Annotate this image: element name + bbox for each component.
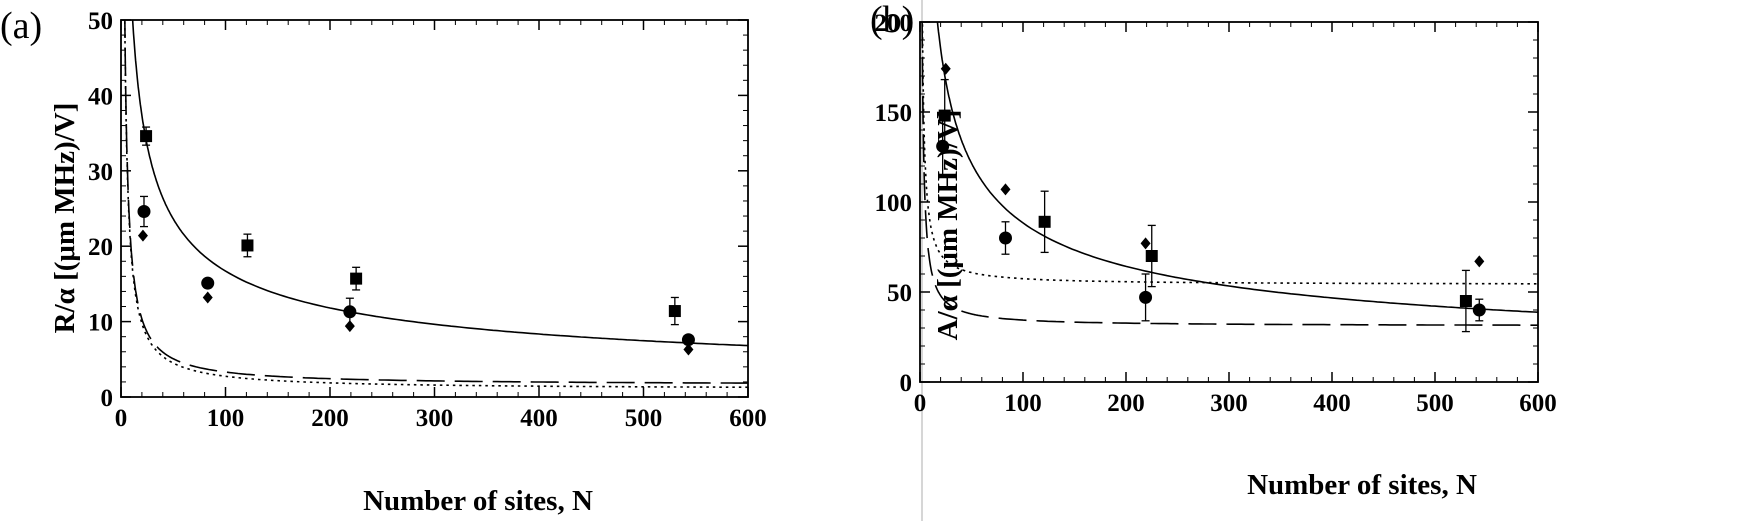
- x-tick-label: 0: [914, 390, 927, 417]
- y-tick-label: 40: [88, 83, 113, 110]
- series-circle-curve: [124, 20, 748, 384]
- x-tick-label: 600: [729, 405, 767, 432]
- y-tick-label: 50: [887, 280, 912, 307]
- data-point-circle: [1472, 303, 1486, 317]
- x-tick-label: 100: [207, 405, 245, 432]
- data-point-square: [1145, 250, 1158, 262]
- data-point-circle: [343, 305, 357, 319]
- y-tick-label: 20: [88, 234, 113, 261]
- y-tick-label: 0: [900, 370, 913, 397]
- series-square-curve: [936, 22, 1538, 313]
- panel-a-y-axis-title: R/α [(μm MHz)/V]: [49, 103, 81, 334]
- data-point-diamond: [1140, 237, 1151, 250]
- data-point-circle: [137, 205, 151, 219]
- y-tick-label: 50: [88, 8, 113, 35]
- data-point-diamond: [137, 229, 148, 242]
- series-diamond-curve: [123, 20, 748, 389]
- x-tick-label: 500: [625, 405, 663, 432]
- panel-a-label: (a): [0, 5, 42, 47]
- data-point-diamond: [1000, 183, 1011, 196]
- data-point-circle: [201, 276, 215, 290]
- data-point-circle: [936, 139, 950, 153]
- y-tick-label: 0: [101, 385, 114, 412]
- panel-b: (b) A/α [(μm MHz)/V] Number of sites, N …: [870, 0, 1557, 501]
- data-point-square: [350, 272, 363, 285]
- series-circle-curve: [921, 22, 1538, 326]
- x-tick-label: 300: [416, 405, 454, 432]
- panel-a: (a) R/α [(μm MHz)/V] Number of sites, N …: [0, 5, 767, 517]
- series-diamond-curve: [921, 22, 1538, 285]
- panel-a-plot-area: 0 100 200 300 400 500 600 0 10 20 30 40 50: [88, 8, 767, 432]
- x-tick-label: 100: [1004, 390, 1042, 417]
- x-tick-label: 300: [1210, 390, 1248, 417]
- data-point-square: [1038, 215, 1051, 228]
- x-tick-label: 400: [1313, 390, 1351, 417]
- plot-frame: [919, 21, 1539, 383]
- data-point-diamond: [1474, 255, 1485, 268]
- panel-a-x-axis-title: Number of sites, N: [363, 485, 593, 517]
- data-point-circle: [1139, 290, 1153, 304]
- y-tick-label: 10: [88, 310, 113, 337]
- data-point-square: [668, 305, 681, 318]
- x-tick-label: 400: [520, 405, 558, 432]
- data-point-circle: [681, 333, 695, 347]
- x-tick-label: 600: [1519, 390, 1557, 417]
- y-tick-label: 100: [875, 190, 913, 217]
- data-point-square: [1459, 295, 1472, 307]
- data-point-diamond: [202, 291, 213, 304]
- x-tick-label: 0: [115, 405, 128, 432]
- panel-b-label: (b): [870, 0, 914, 41]
- series-square-curve: [131, 20, 748, 347]
- data-point-diamond: [683, 343, 694, 356]
- panel-b-x-axis-title: Number of sites, N: [1247, 469, 1477, 501]
- data-point-square: [241, 239, 254, 252]
- data-point-diamond: [940, 62, 951, 75]
- panel-b-plot-area: 0 100 200 300 400 500 600 0 50 100 150 200: [875, 10, 1557, 417]
- x-tick-label: 200: [311, 405, 349, 432]
- data-point-diamond: [344, 320, 355, 333]
- x-tick-label: 500: [1416, 390, 1454, 417]
- data-point-circle: [998, 231, 1012, 245]
- y-tick-label: 150: [875, 100, 913, 127]
- y-tick-label: 30: [88, 159, 113, 186]
- y-tick-label: 200: [875, 10, 913, 37]
- x-tick-label: 200: [1107, 390, 1145, 417]
- data-point-square: [140, 130, 153, 143]
